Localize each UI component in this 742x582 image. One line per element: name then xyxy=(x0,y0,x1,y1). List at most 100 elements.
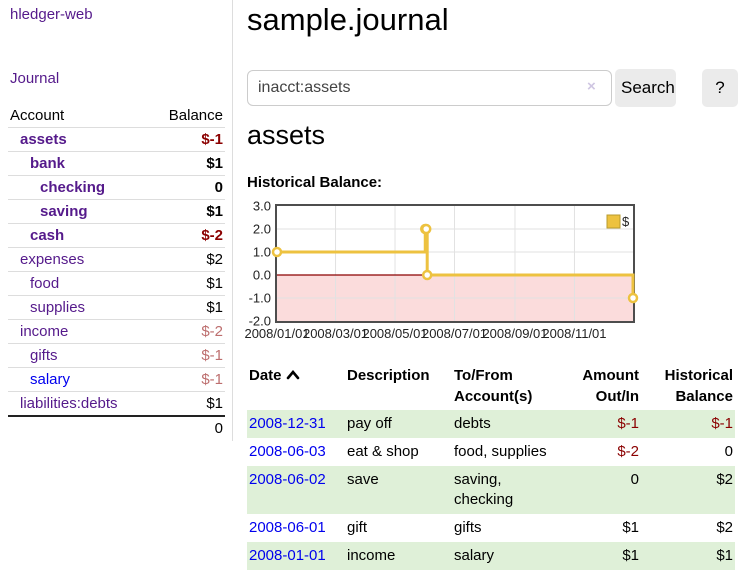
account-link[interactable]: checking xyxy=(40,179,106,196)
legend-color-swatch xyxy=(606,214,621,229)
transaction-date-link[interactable]: 2008-06-02 xyxy=(249,471,326,488)
register-column-header-date[interactable]: Date xyxy=(247,362,345,410)
accounts-total-balance: 0 xyxy=(214,420,223,437)
account-link[interactable]: bank xyxy=(30,155,66,172)
search-input[interactable] xyxy=(247,70,612,106)
account-link[interactable]: income xyxy=(20,323,69,340)
total-spacer xyxy=(8,416,151,440)
x-axis-tick-label: 2008/11/01 xyxy=(542,326,606,341)
account-row-liabilities-debts: liabilities:debts $1 xyxy=(8,391,225,417)
account-row-checking: checking 0 xyxy=(8,175,225,200)
account-row-food: food $1 xyxy=(8,271,225,296)
data-point-marker xyxy=(420,223,432,235)
amount-cell: $-1 xyxy=(617,415,639,432)
account-balance: $1 xyxy=(206,275,223,292)
date-cell: 2008-01-01 xyxy=(247,542,345,570)
balance-cell: $-1 xyxy=(711,415,733,432)
data-point-marker xyxy=(627,292,639,304)
x-axis-tick-label: 2008/05/01 xyxy=(362,326,427,341)
account-balance: $1 xyxy=(206,155,223,172)
x-axis-tick-label: 2008/09/01 xyxy=(482,326,547,341)
accounts-cell: salary xyxy=(454,547,495,564)
accounts-cell: debts xyxy=(454,415,491,432)
transaction-date-link[interactable]: 2008-06-03 xyxy=(249,443,326,460)
description-cell: pay off xyxy=(347,415,392,432)
description-cell: income xyxy=(347,547,396,564)
account-row-supplies: supplies $1 xyxy=(8,295,225,320)
account-balance: 0 xyxy=(214,179,223,196)
sidebar-divider xyxy=(232,0,233,441)
account-balance: $1 xyxy=(206,395,223,412)
balance-cell: $2 xyxy=(716,519,733,536)
account-row-saving: saving $1 xyxy=(8,199,225,224)
date-cell: 2008-06-02 xyxy=(247,466,345,514)
balance-cell: $2 xyxy=(716,471,733,488)
balance-cell: $1 xyxy=(716,547,733,564)
register-column-header-historical: Historical Balance xyxy=(664,367,733,405)
help-button[interactable]: ? xyxy=(702,69,738,107)
description-cell: eat & shop xyxy=(347,443,419,460)
accounts-cell: gifts xyxy=(454,519,482,536)
account-link[interactable]: saving xyxy=(40,203,88,220)
balance-column-header: Balance xyxy=(168,107,223,124)
account-link[interactable]: liabilities:debts xyxy=(20,395,118,412)
balance-chart[interactable]: $3.0 2.0 1.0 0.0 -1.0 -2.0 2008/01/01 2008/03/0… xyxy=(244,199,738,346)
accounts-table-header: Account Balance xyxy=(8,104,225,128)
account-row-cash: cash $-2 xyxy=(8,223,225,248)
chart-title: Historical Balance: xyxy=(247,174,383,191)
account-heading: assets xyxy=(247,120,326,150)
register-row-2008-12-31: 2008-12-31 pay off debts $-1 $-1 xyxy=(247,410,735,438)
account-balance: $1 xyxy=(206,203,223,220)
data-point-marker xyxy=(421,269,433,281)
transaction-date-link[interactable]: 2008-06-01 xyxy=(249,519,326,536)
account-link[interactable]: food xyxy=(30,275,60,292)
register-row-2008-06-01: 2008-06-01 gift gifts $1 $2 xyxy=(247,514,735,542)
account-balance: $1 xyxy=(206,299,223,316)
accounts-cell: saving, checking xyxy=(454,471,514,508)
amount-cell: $-2 xyxy=(617,443,639,460)
register-column-header-tofrom: To/From Account(s) xyxy=(454,367,533,405)
transaction-date-link[interactable]: 2008-01-01 xyxy=(249,547,326,564)
sort-ascending-icon xyxy=(286,370,299,380)
date-cell: 2008-06-03 xyxy=(247,438,345,466)
x-axis-tick-label: 2008/01/01 xyxy=(244,326,309,341)
account-balance: $-2 xyxy=(201,323,223,340)
main-content: sample.journal × Search ? assets Histori… xyxy=(244,0,738,582)
account-row-income: income $-2 xyxy=(8,319,225,344)
accounts-cell: food, supplies xyxy=(454,443,547,460)
account-row-expenses: expenses $2 xyxy=(8,247,225,272)
register-header-row: Date Description To/From Account(s) Amount Ou… xyxy=(247,362,735,410)
account-balance: $2 xyxy=(206,251,223,268)
account-balance: $-2 xyxy=(201,227,223,244)
x-axis-tick-label: 2008/03/01 xyxy=(303,326,368,341)
account-link[interactable]: assets xyxy=(20,131,67,148)
data-point-marker xyxy=(271,246,283,258)
date-cell: 2008-06-01 xyxy=(247,514,345,542)
account-link[interactable]: gifts xyxy=(30,347,58,364)
transaction-date-link[interactable]: 2008-12-31 xyxy=(249,415,326,432)
amount-cell: 0 xyxy=(630,471,639,488)
legend-label: $ xyxy=(622,214,630,229)
amount-cell: $1 xyxy=(622,547,639,564)
account-link[interactable]: cash xyxy=(30,227,65,244)
account-link[interactable]: expenses xyxy=(20,251,85,268)
account-row-gifts: gifts $-1 xyxy=(8,343,225,368)
register-table: Date Description To/From Account(s) Amount Ou… xyxy=(247,362,735,570)
description-cell: gift xyxy=(347,519,368,536)
clear-search-icon[interactable]: × xyxy=(587,78,596,95)
register-row-2008-06-02: 2008-06-02 save saving, checking 0 $2 xyxy=(247,466,735,514)
page-title: sample.journal xyxy=(247,2,449,37)
app-brand-link[interactable]: hledger-web xyxy=(10,6,93,23)
account-link[interactable]: supplies xyxy=(30,299,86,316)
account-link[interactable]: salary xyxy=(30,371,71,388)
register-row-2008-06-03: 2008-06-03 eat & shop food, supplies $-2 0 xyxy=(247,438,735,466)
plot-border xyxy=(275,204,635,323)
sidebar-item-journal[interactable]: Journal xyxy=(10,70,60,87)
search-button[interactable]: Search xyxy=(615,69,676,107)
y-axis-tick-label: 2.0 xyxy=(253,222,271,237)
account-balance: $-1 xyxy=(201,131,223,148)
balance-cell: 0 xyxy=(724,443,733,460)
y-axis-tick-label: -1.0 xyxy=(249,291,271,306)
y-axis-tick-label: 3.0 xyxy=(253,199,271,214)
accounts-total-row: 0 xyxy=(8,416,225,440)
